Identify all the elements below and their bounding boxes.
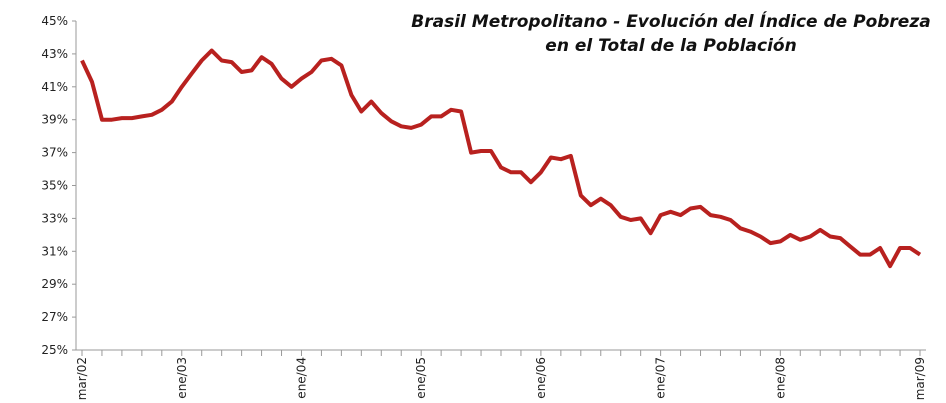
chart-title: Brasil Metropolitano - Evolución del Índ… — [411, 10, 930, 32]
x-tick-label: ene/06 — [534, 357, 548, 399]
x-tick-label: ene/07 — [654, 357, 668, 399]
y-tick-label: 33% — [41, 211, 68, 225]
x-tick-label: ene/08 — [773, 357, 787, 399]
y-tick-label: 25% — [41, 343, 68, 357]
y-tick-label: 35% — [41, 179, 68, 193]
y-tick-label: 29% — [41, 277, 68, 291]
x-tick-label: ene/05 — [414, 357, 428, 399]
y-tick-label: 37% — [41, 146, 68, 160]
x-tick-label: mar/02 — [75, 357, 89, 400]
chart-title: en el Total de la Población — [545, 36, 796, 56]
y-tick-label: 45% — [41, 14, 68, 28]
data-line — [80, 48, 922, 269]
x-tick-label: mar/09 — [913, 357, 927, 400]
x-tick-label: ene/03 — [175, 357, 189, 399]
y-tick-label: 31% — [41, 244, 68, 258]
y-tick-label: 43% — [41, 47, 68, 61]
y-tick-label: 39% — [41, 113, 68, 127]
x-tick-label: ene/04 — [294, 357, 308, 399]
y-tick-label: 27% — [41, 310, 68, 324]
y-tick-label: 41% — [41, 80, 68, 94]
